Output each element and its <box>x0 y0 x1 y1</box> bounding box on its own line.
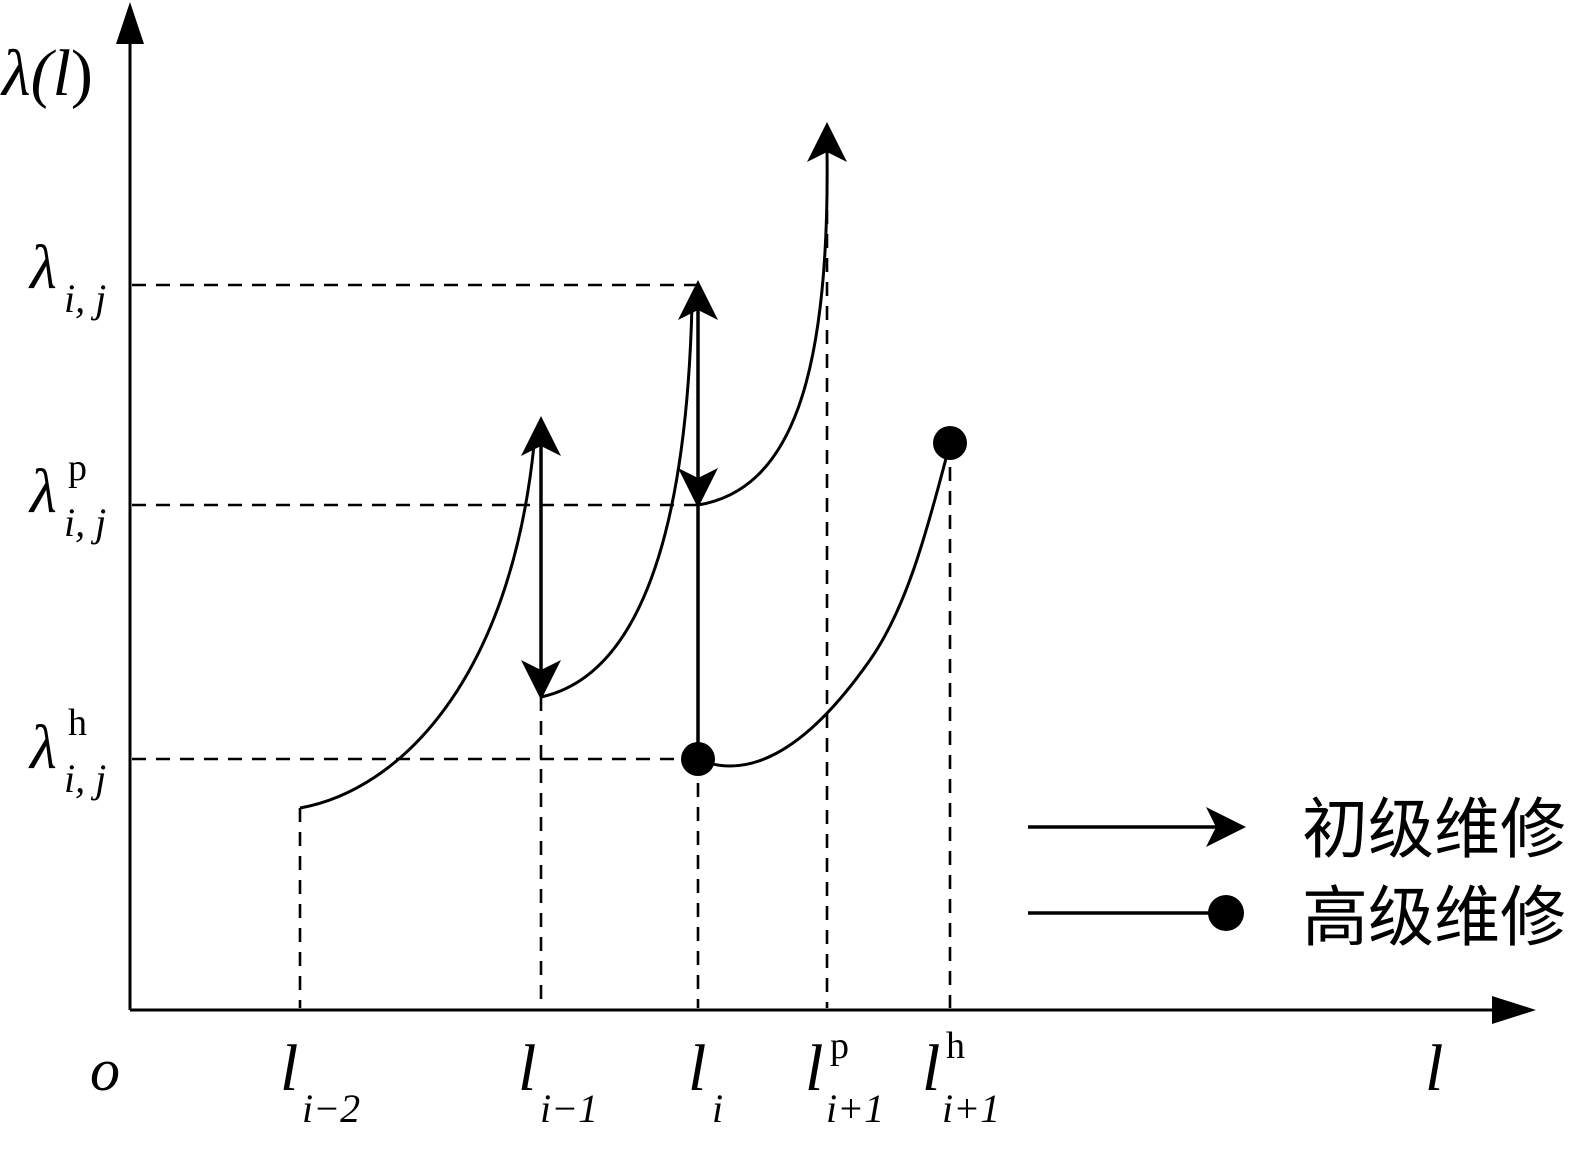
legend-label-major: 高级维修 <box>1302 879 1566 956</box>
svg-text:λ: λ <box>28 714 57 782</box>
arrow-down-icon <box>678 468 718 508</box>
failure-rate-curve-2 <box>540 304 694 699</box>
major-maintenance-dot <box>933 426 967 460</box>
x-axis-arrow-icon <box>1492 996 1536 1024</box>
svg-text:i, j: i, j <box>64 276 106 321</box>
svg-text:i: i <box>712 1086 723 1131</box>
y-axis-label: λ(l) <box>0 37 93 110</box>
svg-text:h: h <box>946 1025 965 1067</box>
y-axis-arrow-icon <box>116 2 144 44</box>
dot-icon <box>1208 895 1244 931</box>
x-axis-label: l <box>1425 1032 1443 1105</box>
svg-text:l: l <box>688 1032 706 1105</box>
svg-text:l: l <box>922 1032 940 1105</box>
svg-text:i+1: i+1 <box>826 1086 884 1131</box>
svg-text:l: l <box>805 1032 823 1105</box>
major-maintenance-dot <box>681 742 715 776</box>
arrow-up-icon <box>678 280 718 320</box>
y-tick-lambda: λ i, j <box>28 234 106 321</box>
y-tick-lambda-p: λ p i, j <box>28 447 106 545</box>
y-tick-lambda-h: λ h i, j <box>28 702 106 801</box>
arrow-down-icon <box>521 660 561 700</box>
legend-label-minor: 初级维修 <box>1302 791 1566 868</box>
svg-text:l: l <box>280 1032 298 1105</box>
legend: 初级维修 高级维修 <box>1028 791 1566 956</box>
svg-text:l: l <box>518 1032 536 1105</box>
svg-text:i+1: i+1 <box>942 1086 1000 1131</box>
svg-text:λ: λ <box>28 234 57 302</box>
svg-text:p: p <box>68 447 87 489</box>
failure-rate-curve-3 <box>697 149 829 507</box>
arrow-up-icon <box>521 416 561 456</box>
legend-item-major-maintenance: 高级维修 <box>1028 879 1566 956</box>
arrow-up-icon <box>807 122 847 162</box>
svg-text:i−2: i−2 <box>302 1086 360 1131</box>
x-tick-l-i: l i <box>688 1032 723 1131</box>
arrow-right-icon <box>1206 807 1246 847</box>
x-tick-l-i-1: l i−1 <box>518 1032 598 1131</box>
svg-text:p: p <box>830 1025 849 1067</box>
svg-text:h: h <box>68 702 87 744</box>
failure-rate-curve-1 <box>299 444 536 810</box>
svg-text:i−1: i−1 <box>540 1086 598 1131</box>
x-tick-l-i+1-p: l p i+1 <box>805 1025 884 1131</box>
svg-text:i, j: i, j <box>64 500 106 545</box>
failure-rate-curve-4 <box>704 442 952 768</box>
svg-text:λ: λ <box>28 458 57 526</box>
x-tick-l-i+1-h: l h i+1 <box>922 1025 1000 1131</box>
x-tick-l-i-2: l i−2 <box>280 1032 360 1131</box>
legend-item-minor-maintenance: 初级维修 <box>1028 791 1566 868</box>
origin-label: o <box>90 1037 120 1103</box>
svg-text:i, j: i, j <box>64 756 106 801</box>
